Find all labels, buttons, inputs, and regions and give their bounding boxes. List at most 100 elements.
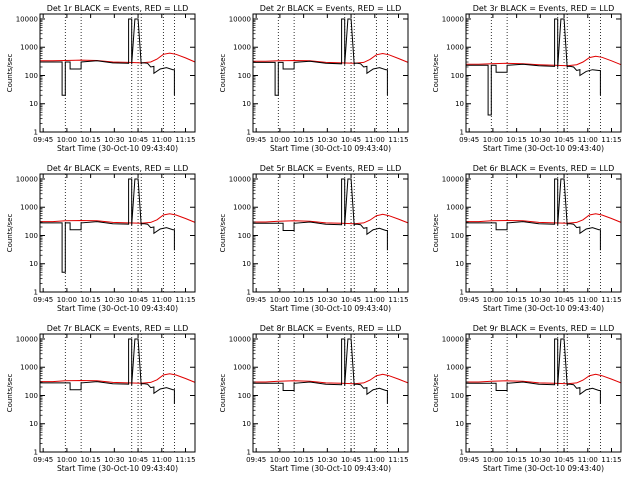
y-tick-label: 10000 (16, 335, 38, 343)
y-tick-label: 1000 (20, 364, 38, 372)
y-axis-label: Counts/sec (432, 374, 440, 413)
plot-title: Det 2r BLACK = Events, RED = LLD (260, 4, 402, 13)
y-tick-label: 10 (242, 420, 251, 428)
y-tick-label: 1000 (233, 204, 251, 212)
x-tick-label: 09:45 (33, 456, 53, 464)
lld-series-line (253, 52, 409, 64)
y-tick-label: 1 (247, 289, 251, 297)
y-tick-label: 100 (451, 232, 464, 240)
y-tick-label: 1000 (20, 44, 38, 52)
y-tick-label: 1000 (446, 364, 464, 372)
x-tick-label: 11:00 (152, 296, 172, 304)
x-tick-label: 10:15 (294, 456, 314, 464)
x-tick-label: 10:45 (128, 136, 148, 144)
x-tick-label: 10:30 (317, 456, 337, 464)
y-tick-label: 10 (29, 260, 38, 268)
y-axis-label: Counts/sec (219, 54, 227, 93)
x-tick-label: 09:45 (246, 136, 266, 144)
plot-frame (39, 13, 196, 133)
plot-frame (465, 13, 622, 133)
x-tick-label: 10:30 (104, 136, 124, 144)
x-tick-label: 10:00 (57, 136, 77, 144)
x-tick-label: 10:45 (128, 456, 148, 464)
y-tick-label: 100 (238, 392, 251, 400)
plot-frame (39, 333, 196, 453)
y-tick-label: 10000 (16, 15, 38, 23)
x-tick-label: 10:30 (317, 136, 337, 144)
x-tick-label: 10:15 (81, 456, 101, 464)
detector-plot-4: 09:45 10:00 10:15 10:30 10:45 11:00 11:15 1 10 10… (6, 164, 196, 313)
y-tick-label: 10 (242, 260, 251, 268)
x-tick-label: 10:15 (507, 456, 527, 464)
x-tick-label: 11:00 (365, 456, 385, 464)
y-tick-label: 10 (29, 420, 38, 428)
events-series-line (466, 338, 601, 404)
events-series-line (40, 338, 175, 404)
x-tick-label: 09:45 (459, 296, 479, 304)
x-tick-label: 10:45 (554, 296, 574, 304)
lld-series-line (40, 373, 196, 384)
y-tick-label: 100 (238, 232, 251, 240)
x-axis-label: Start Time (30-Oct-10 09:43:40) (57, 144, 178, 153)
plot-frame (252, 333, 409, 453)
x-tick-label: 11:15 (388, 296, 408, 304)
x-tick-label: 10:00 (483, 456, 503, 464)
y-tick-label: 100 (451, 72, 464, 80)
x-tick-label: 10:45 (341, 456, 361, 464)
y-tick-label: 1 (247, 449, 251, 457)
x-tick-label: 11:00 (152, 136, 172, 144)
x-axis-label: Start Time (30-Oct-10 09:43:40) (57, 304, 178, 313)
plot-frame (252, 13, 409, 133)
y-tick-label: 10 (29, 100, 38, 108)
x-tick-label: 10:30 (104, 296, 124, 304)
y-axis-label: Counts/sec (219, 374, 227, 413)
events-series-line (253, 18, 388, 96)
y-tick-label: 1000 (446, 44, 464, 52)
lld-series-line (466, 55, 622, 67)
x-tick-label: 11:15 (601, 456, 621, 464)
plot-frame (465, 173, 622, 293)
x-tick-label: 11:15 (175, 136, 195, 144)
y-tick-label: 100 (25, 232, 38, 240)
y-tick-label: 10000 (16, 175, 38, 183)
y-tick-label: 10000 (229, 15, 251, 23)
x-tick-label: 10:30 (530, 456, 550, 464)
y-tick-label: 10 (242, 100, 251, 108)
y-tick-label: 100 (451, 392, 464, 400)
events-series-line (40, 18, 175, 96)
plot-frame (39, 173, 196, 293)
y-axis-label: Counts/sec (432, 54, 440, 93)
detector-plot-3: 09:45 10:00 10:15 10:30 10:45 11:00 11:15 1 10 10… (432, 4, 622, 153)
y-axis-label: Counts/sec (6, 374, 14, 413)
x-tick-label: 11:00 (152, 456, 172, 464)
events-series-line (40, 178, 175, 273)
plot-title: Det 9r BLACK = Events, RED = LLD (473, 324, 615, 333)
x-tick-label: 10:15 (81, 136, 101, 144)
detector-plot-9: 09:45 10:00 10:15 10:30 10:45 11:00 11:15 1 10 10… (432, 324, 622, 473)
plot-title: Det 5r BLACK = Events, RED = LLD (260, 164, 402, 173)
y-tick-label: 10000 (229, 335, 251, 343)
plot-title: Det 3r BLACK = Events, RED = LLD (473, 4, 615, 13)
lld-series-line (253, 213, 409, 225)
detector-plot-1: 09:45 10:00 10:15 10:30 10:45 11:00 11:15 1 10 10… (6, 4, 196, 153)
x-axis-label: Start Time (30-Oct-10 09:43:40) (270, 304, 391, 313)
detector-plot-2: 09:45 10:00 10:15 10:30 10:45 11:00 11:15 1 10 10… (219, 4, 409, 153)
y-tick-label: 1000 (233, 44, 251, 52)
lld-series-line (40, 52, 196, 64)
x-tick-label: 11:15 (388, 456, 408, 464)
y-tick-label: 100 (25, 392, 38, 400)
y-axis-label: Counts/sec (6, 214, 14, 253)
y-tick-label: 1 (460, 129, 464, 137)
y-tick-label: 100 (238, 72, 251, 80)
x-tick-label: 11:15 (388, 136, 408, 144)
plot-title: Det 4r BLACK = Events, RED = LLD (47, 164, 189, 173)
y-tick-label: 10000 (442, 15, 464, 23)
x-tick-label: 10:15 (294, 136, 314, 144)
x-tick-label: 10:30 (317, 296, 337, 304)
plot-title: Det 7r BLACK = Events, RED = LLD (47, 324, 189, 333)
x-tick-label: 09:45 (459, 136, 479, 144)
x-tick-label: 10:30 (530, 296, 550, 304)
x-tick-label: 10:30 (530, 136, 550, 144)
x-tick-label: 11:00 (578, 296, 598, 304)
